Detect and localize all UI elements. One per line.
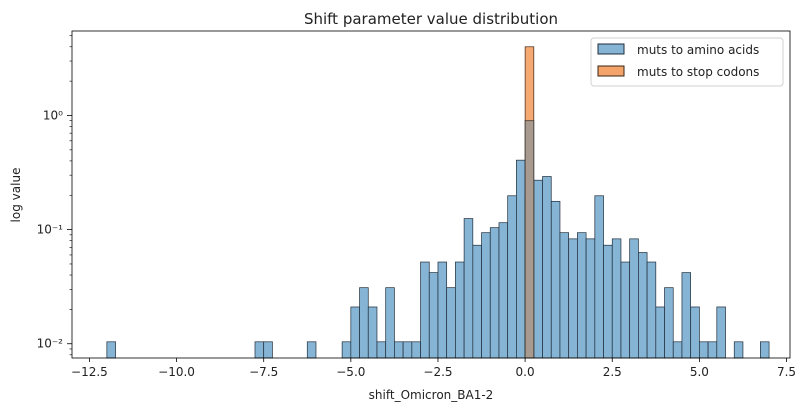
y-tick-label: 10⁻¹ [37, 223, 64, 237]
x-axis: −12.5 −10.0 −7.5 −5.0 −2.5 0.0 2.5 5.0 7.5 [71, 358, 796, 379]
bar-amino-acids [542, 176, 552, 359]
bar-amino-acids [699, 341, 709, 359]
bar-amino-acids [411, 341, 421, 359]
bar-amino-acids [550, 200, 561, 359]
legend-frame [590, 37, 784, 87]
y-axis: 10⁻² 10⁻¹ 10⁰ [37, 35, 72, 356]
bar-amino-acids [472, 244, 482, 359]
bar-amino-acids [306, 341, 317, 359]
bar-amino-acids [646, 261, 657, 359]
bar-amino-acids [629, 238, 639, 359]
bar-amino-acids [611, 238, 622, 359]
x-axis-label: shift_Omicron_BA1-2 [369, 388, 494, 402]
bar-amino-acids [350, 306, 360, 359]
bar-amino-acids [707, 341, 718, 359]
bar-amino-acids [507, 195, 517, 359]
bar-amino-acids [481, 232, 491, 359]
bar-amino-acids [263, 341, 273, 359]
bar-amino-acids [420, 261, 430, 359]
bar-amino-acids [577, 232, 587, 359]
bar-amino-acids [341, 341, 352, 359]
bar-amino-acids [533, 179, 543, 359]
bar-amino-acids [716, 306, 726, 359]
y-axis-label: log value [9, 168, 23, 223]
bar-amino-acids [463, 218, 474, 359]
bar-amino-acids [664, 287, 674, 359]
bar-amino-acids [690, 306, 700, 359]
bar-amino-acids [760, 341, 770, 359]
bar-amino-acids [428, 272, 439, 359]
bar-amino-acids [620, 261, 631, 359]
bar-amino-acids [733, 341, 744, 359]
bar-amino-acids [655, 306, 665, 359]
bar-amino-acids [559, 232, 570, 359]
bar-amino-acids [367, 306, 378, 359]
bar-amino-acids [568, 238, 578, 359]
bar-amino-acids [672, 341, 683, 359]
bar-amino-acids [402, 341, 413, 359]
bar-amino-acids [681, 272, 692, 359]
bar-amino-acids [446, 287, 456, 359]
bar-amino-acids [455, 261, 465, 359]
bars-layer [106, 46, 770, 359]
bar-amino-acids [603, 244, 613, 359]
bar-amino-acids [394, 341, 404, 359]
bar-amino-acids [359, 287, 369, 359]
bar-amino-acids [585, 238, 596, 359]
x-tick-label: 2.5 [603, 365, 622, 379]
x-tick-label: −2.5 [423, 365, 452, 379]
plot-frame [71, 30, 791, 359]
bar-amino-acids [516, 159, 526, 359]
bar-amino-acids [254, 341, 265, 359]
legend: muts to amino acids muts to stop codons [590, 37, 784, 87]
legend-swatch-stop-codons [597, 65, 625, 77]
x-tick-label: −10.0 [158, 365, 195, 379]
bar-amino-acids [638, 252, 648, 359]
chart-title: Shift parameter value distribution [304, 10, 558, 28]
bar-amino-acids [437, 261, 448, 359]
x-tick-label: −5.0 [336, 365, 365, 379]
bar-amino-acids [385, 287, 395, 359]
bar-amino-acids [489, 227, 500, 359]
legend-swatch-amino-acids [597, 43, 625, 55]
y-tick-label: 10⁻² [37, 337, 64, 351]
x-tick-label: 5.0 [690, 365, 709, 379]
x-tick-label: −12.5 [71, 365, 108, 379]
legend-label-amino-acids: muts to amino acids [637, 43, 759, 57]
x-tick-label: 7.5 [777, 365, 796, 379]
bar-amino-acids [106, 341, 116, 359]
x-tick-label: 0.0 [516, 365, 535, 379]
bar-amino-acids [594, 195, 604, 359]
y-tick-label: 10⁰ [43, 108, 63, 122]
bar-overlap [524, 120, 535, 359]
bar-amino-acids [376, 341, 387, 359]
x-tick-label: −7.5 [249, 365, 278, 379]
bar-amino-acids [498, 222, 509, 359]
legend-label-stop-codons: muts to stop codons [637, 65, 759, 79]
